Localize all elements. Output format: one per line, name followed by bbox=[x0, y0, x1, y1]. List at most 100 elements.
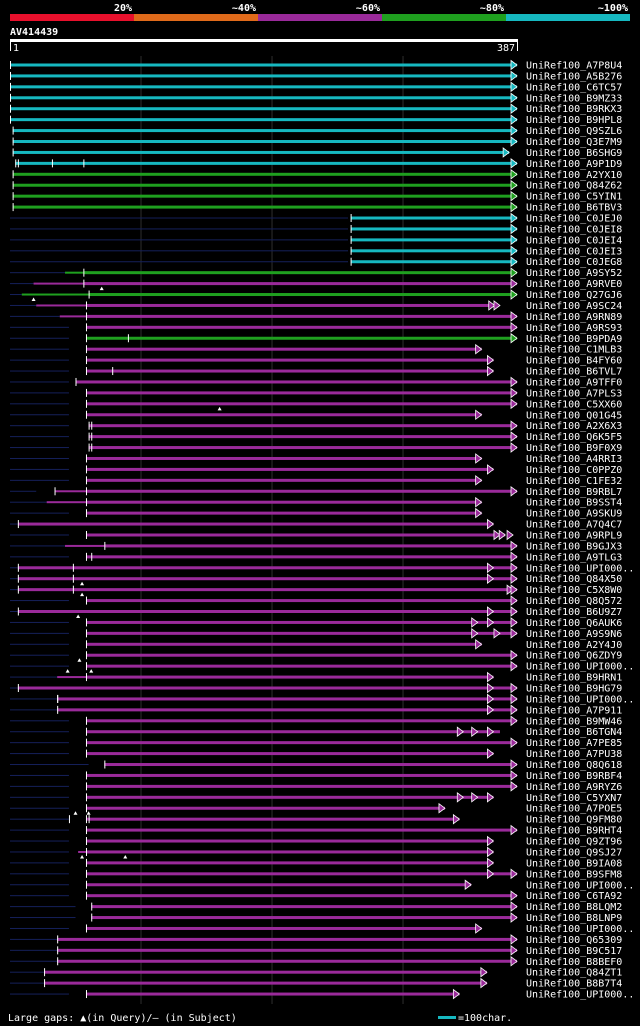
hit-label[interactable]: UniRef100_B9IA08 bbox=[526, 858, 622, 869]
hit-label[interactable]: UniRef100_UPI000.. bbox=[526, 924, 634, 935]
hit-row[interactable]: UniRef100_Q8Q618 bbox=[10, 759, 622, 771]
hit-label[interactable]: UniRef100_UPI000.. bbox=[526, 563, 634, 574]
hit-row[interactable]: UniRef100_C5XX60 bbox=[10, 398, 622, 411]
hit-label[interactable]: UniRef100_B9C517 bbox=[526, 946, 622, 957]
hit-label[interactable]: UniRef100_A2X6X3 bbox=[526, 421, 622, 432]
hit-label[interactable]: UniRef100_Q65309 bbox=[526, 935, 622, 946]
hit-label[interactable]: UniRef100_UPI000.. bbox=[526, 880, 634, 891]
hit-label[interactable]: UniRef100_C5YIN1 bbox=[526, 192, 622, 203]
hit-label[interactable]: UniRef100_C5YXN7 bbox=[526, 793, 622, 804]
hit-row[interactable]: UniRef100_Q9SZL6 bbox=[12, 125, 623, 137]
hit-label[interactable]: UniRef100_C6TC57 bbox=[526, 82, 622, 93]
hit-label[interactable]: UniRef100_B6TBV3 bbox=[526, 203, 622, 214]
hit-row[interactable]: UniRef100_B6SHG9 bbox=[12, 147, 623, 159]
hit-row[interactable]: UniRef100_B9RBL7 bbox=[10, 485, 622, 498]
hit-label[interactable]: UniRef100_A7P911 bbox=[526, 705, 622, 716]
hit-label[interactable]: UniRef100_C0JEJ0 bbox=[526, 214, 622, 225]
hit-label[interactable]: UniRef100_A9RN89 bbox=[526, 312, 622, 323]
hit-row[interactable]: UniRef100_B8B7T4 bbox=[10, 977, 622, 990]
hit-label[interactable]: UniRef100_B9GJX3 bbox=[526, 541, 622, 552]
hit-row[interactable]: UniRef100_B9HRN1 bbox=[10, 671, 622, 684]
hit-row[interactable]: UniRef100_C0JEI3 bbox=[10, 245, 622, 257]
hit-row[interactable]: UniRef100_UPI000.. bbox=[10, 660, 634, 673]
hit-row[interactable]: UniRef100_C6TC57 bbox=[10, 81, 622, 93]
hit-label[interactable]: UniRef100_Q84ZT1 bbox=[526, 968, 622, 979]
hit-row[interactable]: UniRef100_A9RPL9 bbox=[10, 529, 622, 541]
hit-label[interactable]: UniRef100_B9RKX3 bbox=[526, 104, 622, 115]
hit-row[interactable]: UniRef100_A9SY52 bbox=[10, 267, 622, 279]
hit-row[interactable]: UniRef100_A9RYZ6 bbox=[10, 781, 622, 793]
hit-label[interactable]: UniRef100_A9RPL9 bbox=[526, 530, 622, 541]
hit-label[interactable]: UniRef100_C0JEI3 bbox=[526, 246, 622, 257]
hit-row[interactable]: UniRef100_B6TBV3 bbox=[12, 201, 623, 214]
hit-label[interactable]: UniRef100_A9RVE0 bbox=[526, 279, 622, 290]
hit-row[interactable]: UniRef100_C0PPZ0 bbox=[10, 464, 622, 476]
hit-label[interactable]: UniRef100_A7P8U4 bbox=[526, 61, 622, 72]
hit-row[interactable]: UniRef100_C0JEJ0 bbox=[10, 212, 622, 225]
hit-row[interactable]: UniRef100_Q84Z62 bbox=[12, 179, 623, 192]
hit-row[interactable]: UniRef100_B8LNP9 bbox=[10, 912, 622, 924]
hit-row[interactable]: UniRef100_B6U9Z7 bbox=[10, 606, 622, 618]
hit-label[interactable]: UniRef100_Q9SJ27 bbox=[526, 847, 622, 858]
hit-label[interactable]: UniRef100_A9TFF0 bbox=[526, 377, 622, 388]
hit-label[interactable]: UniRef100_B9PDA9 bbox=[526, 334, 622, 345]
hit-label[interactable]: UniRef100_B9MW46 bbox=[526, 716, 622, 727]
hit-row[interactable]: UniRef100_C5X8W0 bbox=[10, 584, 622, 597]
hit-label[interactable]: UniRef100_B8BEF0 bbox=[526, 957, 622, 968]
hit-label[interactable]: UniRef100_A7PLS3 bbox=[526, 388, 622, 399]
hit-row[interactable]: UniRef100_A9RN89 bbox=[10, 311, 622, 323]
hit-row[interactable]: UniRef100_C1MLB3 bbox=[10, 343, 622, 356]
hit-row[interactable]: UniRef100_A2Y4J0 bbox=[10, 638, 622, 651]
hit-row[interactable]: UniRef100_Q27GJ6 bbox=[10, 289, 622, 302]
hit-row[interactable]: UniRef100_A9TLG3 bbox=[10, 551, 622, 563]
hit-row[interactable]: UniRef100_B9RKX3 bbox=[10, 103, 622, 115]
hit-row[interactable]: UniRef100_C5YXN7 bbox=[10, 792, 622, 804]
hit-row[interactable]: UniRef100_UPI000.. bbox=[10, 923, 634, 935]
hit-label[interactable]: UniRef100_A9RYZ6 bbox=[526, 782, 622, 793]
hit-row[interactable]: UniRef100_B9RBF4 bbox=[10, 770, 622, 782]
hit-label[interactable]: UniRef100_Q8Q618 bbox=[526, 760, 622, 771]
hit-label[interactable]: UniRef100_Q9ZT96 bbox=[526, 837, 622, 848]
hit-row[interactable]: UniRef100_A9SKU9 bbox=[10, 507, 622, 520]
hit-label[interactable]: UniRef100_B9SFM8 bbox=[526, 869, 622, 880]
hit-row[interactable]: UniRef100_Q9ZT96 bbox=[10, 835, 622, 848]
hit-row[interactable]: UniRef100_A9RS93 bbox=[10, 322, 622, 334]
hit-label[interactable]: UniRef100_C0JEI8 bbox=[526, 224, 622, 235]
hit-label[interactable]: UniRef100_A7PE85 bbox=[526, 738, 622, 749]
hit-row[interactable]: UniRef100_B9SST4 bbox=[10, 496, 622, 509]
hit-row[interactable]: UniRef100_C0JEI8 bbox=[10, 223, 622, 235]
hit-row[interactable]: UniRef100_Q9FM80 bbox=[10, 813, 622, 826]
hit-label[interactable]: UniRef100_Q01G45 bbox=[526, 410, 622, 421]
hit-row[interactable]: UniRef100_Q6K5F5 bbox=[10, 431, 622, 443]
hit-row[interactable]: UniRef100_B9IA08 bbox=[10, 857, 622, 869]
hit-label[interactable]: UniRef100_Q9SZL6 bbox=[526, 126, 622, 137]
hit-label[interactable]: UniRef100_B9HG79 bbox=[526, 684, 622, 695]
hit-label[interactable]: UniRef100_C5XX60 bbox=[526, 399, 622, 410]
hit-label[interactable]: UniRef100_C1FE32 bbox=[526, 476, 622, 487]
hit-row[interactable]: UniRef100_UPI000.. bbox=[10, 562, 634, 574]
hit-row[interactable]: UniRef100_B9PDA9 bbox=[10, 332, 622, 345]
hit-label[interactable]: UniRef100_C0PPZ0 bbox=[526, 465, 622, 476]
hit-row[interactable]: UniRef100_UPI000.. bbox=[10, 988, 634, 1001]
hit-label[interactable]: UniRef100_Q6AUK6 bbox=[526, 618, 622, 629]
hit-row[interactable]: UniRef100_B9HG79 bbox=[10, 682, 622, 695]
hit-label[interactable]: UniRef100_A7POE5 bbox=[526, 804, 622, 815]
hit-row[interactable]: UniRef100_B9SFM8 bbox=[10, 868, 622, 880]
hit-row[interactable]: UniRef100_B8LQM2 bbox=[10, 901, 622, 913]
hit-label[interactable]: UniRef100_B9HPL8 bbox=[526, 115, 622, 126]
hit-row[interactable]: UniRef100_A2YX10 bbox=[12, 169, 623, 181]
hit-label[interactable]: UniRef100_C1MLB3 bbox=[526, 345, 622, 356]
hit-row[interactable]: UniRef100_Q65309 bbox=[10, 934, 622, 946]
hit-row[interactable]: UniRef100_B9MZ33 bbox=[10, 92, 622, 104]
hit-label[interactable]: UniRef100_B9MZ33 bbox=[526, 93, 622, 104]
hit-label[interactable]: UniRef100_C6TA92 bbox=[526, 891, 622, 902]
hit-row[interactable]: UniRef100_A9P1D9 bbox=[15, 158, 622, 170]
hit-row[interactable]: UniRef100_A7P8U4 bbox=[10, 59, 622, 72]
hit-row[interactable]: UniRef100_C0JEI4 bbox=[10, 234, 622, 246]
hit-row[interactable]: UniRef100_B9RHT4 bbox=[10, 824, 622, 837]
hit-row[interactable]: UniRef100_A5B276 bbox=[10, 70, 622, 82]
hit-row[interactable]: UniRef100_Q3E7M9 bbox=[12, 136, 623, 148]
hit-row[interactable]: UniRef100_A9SC24 bbox=[10, 300, 622, 312]
hit-row[interactable]: UniRef100_UPI000.. bbox=[10, 879, 634, 891]
hit-label[interactable]: UniRef100_B6U9Z7 bbox=[526, 607, 622, 618]
